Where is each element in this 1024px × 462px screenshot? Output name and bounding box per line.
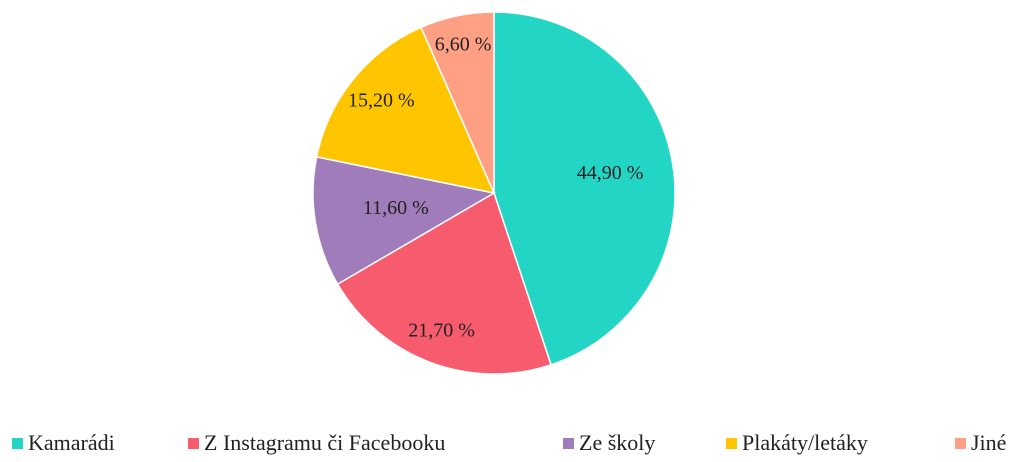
pie-slice [493,11,676,366]
pie-slice [315,26,496,195]
legend-label: Jiné [971,430,1006,455]
pie-slice [336,191,552,375]
legend-swatch [188,438,199,449]
data-label: 6,60 % [435,34,492,56]
legend-swatch [726,438,737,449]
legend-label: Ze školy [579,430,655,455]
pie-slice [420,11,495,194]
legend-swatch [955,438,966,449]
data-label: 11,60 % [363,197,429,219]
data-label: 15,20 % [348,90,415,112]
data-label: 21,70 % [408,319,475,341]
legend-label: Z Instagramu či Facebooku [204,430,445,455]
pie-slice [312,155,497,286]
data-label: 44,90 % [577,162,644,184]
legend-swatch [563,438,574,449]
legend-label: Plakáty/letáky [742,430,868,455]
legend-label: Kamarádi [28,430,115,455]
legend-swatch [12,438,23,449]
